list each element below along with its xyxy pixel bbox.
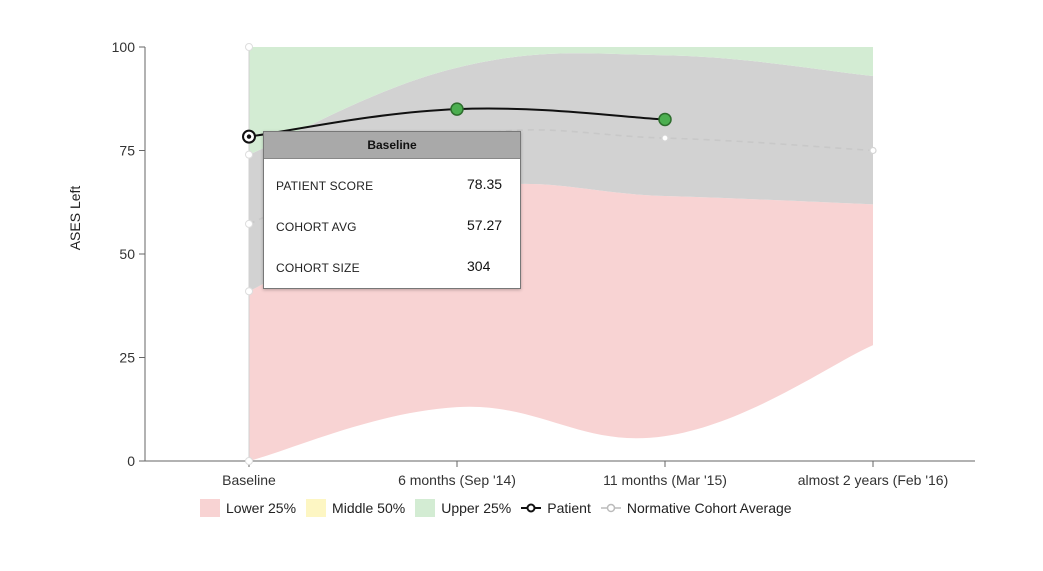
patient-point[interactable]: [450, 102, 464, 116]
legend-swatch-middle: [306, 499, 327, 517]
baseline-tooltip: Baseline PATIENT SCORE 78.35 COHORT AVG …: [263, 131, 521, 289]
legend-item-upper[interactable]: Upper 25%: [415, 499, 511, 517]
x-tick-label: 6 months (Sep '14): [398, 472, 516, 488]
legend-swatch-upper: [415, 499, 436, 517]
baseline-band-marker: [245, 457, 253, 465]
legend-item-cohort-average[interactable]: Normative Cohort Average: [600, 500, 792, 516]
y-tick-label: 100: [112, 39, 136, 55]
legend-label: Lower 25%: [226, 500, 297, 516]
legend-swatch-lower: [200, 499, 220, 517]
patient-line-icon: [521, 503, 542, 513]
cohort-average-point[interactable]: [869, 146, 877, 155]
baseline-band-marker: [245, 287, 253, 296]
patient-point[interactable]: [658, 112, 672, 127]
legend-item-patient[interactable]: Patient: [521, 500, 591, 516]
legend-label: Patient: [547, 500, 591, 516]
y-tick-label: 25: [119, 350, 135, 366]
series-points: [242, 43, 877, 465]
tooltip-row-cohort-avg: COHORT AVG 57.27: [264, 200, 520, 241]
tooltip-value: 304: [467, 258, 491, 274]
cohort-average-line-icon: [600, 503, 621, 513]
baseline-band-marker: [245, 43, 253, 51]
tooltip-title: Baseline: [264, 132, 520, 159]
y-axis-label: ASES Left: [67, 186, 83, 251]
tooltip-row-patient-score: PATIENT SCORE 78.35: [264, 159, 520, 200]
legend-item-middle[interactable]: Middle 50%: [306, 499, 405, 517]
axes: 0 25 50 75 100 Baseline 6 months (Sep '14) 11 m…: [112, 39, 975, 488]
baseline-band-marker: [245, 150, 253, 159]
legend-item-lower[interactable]: Lower 25%: [200, 499, 296, 517]
legend-label: Normative Cohort Average: [626, 500, 792, 516]
tooltip-value: 78.35: [467, 176, 503, 192]
x-tick-label: Baseline: [222, 472, 276, 488]
tooltip-label: COHORT AVG: [276, 220, 357, 234]
chart-legend: Lower 25% Middle 50% Upper 25% Patient N…: [200, 497, 802, 519]
patient-point-baseline-center: [246, 134, 252, 139]
y-tick-label: 0: [127, 453, 135, 469]
band-upper: [249, 47, 873, 155]
x-tick-label: almost 2 years (Feb '16): [798, 472, 949, 488]
cohort-average-point[interactable]: [661, 134, 669, 142]
tooltip-label: COHORT SIZE: [276, 261, 360, 275]
y-tick-label: 75: [119, 143, 135, 159]
tooltip-value: 57.27: [467, 217, 503, 233]
x-tick-label: 11 months (Mar '15): [603, 472, 727, 488]
tooltip-label: PATIENT SCORE: [276, 179, 374, 193]
legend-label: Middle 50%: [332, 500, 406, 516]
legend-label: Upper 25%: [441, 500, 512, 516]
y-tick-label: 50: [119, 246, 135, 262]
baseline-band-marker: [245, 219, 253, 228]
tooltip-row-cohort-size: COHORT SIZE 304: [264, 241, 520, 282]
